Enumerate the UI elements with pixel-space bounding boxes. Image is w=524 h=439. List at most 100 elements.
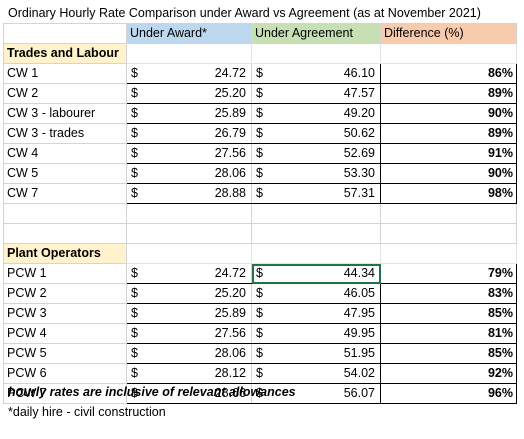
agreement-rate-cell[interactable]: $52.69 bbox=[251, 143, 381, 164]
agreement-rate-value: 47.95 bbox=[343, 306, 375, 320]
agreement-rate-cell[interactable]: $49.20 bbox=[251, 103, 381, 124]
currency-symbol: $ bbox=[256, 366, 263, 380]
currency-symbol: $ bbox=[256, 346, 263, 360]
table-row: CW 7 $28.88 $57.31 98% bbox=[3, 183, 517, 204]
difference-cell[interactable]: 90% bbox=[380, 163, 517, 184]
difference-cell[interactable]: 92% bbox=[380, 363, 517, 384]
award-rate-cell[interactable]: $27.56 bbox=[126, 143, 252, 164]
classification-cell[interactable]: PCW 3 bbox=[3, 303, 127, 324]
agreement-rate-cell[interactable]: $50.62 bbox=[251, 123, 381, 144]
agreement-rate-cell[interactable]: $51.95 bbox=[251, 343, 381, 364]
classification-cell[interactable]: PCW 4 bbox=[3, 323, 127, 344]
difference-cell[interactable]: 85% bbox=[380, 343, 517, 364]
award-rate-cell[interactable]: $28.06 bbox=[126, 163, 252, 184]
classification-cell[interactable]: CW 4 bbox=[3, 143, 127, 164]
sheet-title[interactable]: Ordinary Hourly Rate Comparison under Aw… bbox=[8, 6, 481, 20]
agreement-rate-cell[interactable]: $57.31 bbox=[251, 183, 381, 204]
award-rate-cell[interactable]: $24.72 bbox=[126, 263, 252, 284]
currency-symbol: $ bbox=[131, 66, 138, 80]
classification-cell[interactable]: PCW 2 bbox=[3, 283, 127, 304]
empty-cell[interactable] bbox=[251, 223, 381, 244]
header-difference[interactable]: Difference (%) bbox=[380, 23, 517, 44]
classification-cell[interactable]: CW 3 - trades bbox=[3, 123, 127, 144]
agreement-rate-cell[interactable]: $46.10 bbox=[251, 63, 381, 84]
award-rate-cell[interactable]: $24.72 bbox=[126, 63, 252, 84]
classification-cell[interactable]: PCW 6 bbox=[3, 363, 127, 384]
agreement-rate-cell[interactable]: $47.95 bbox=[251, 303, 381, 324]
currency-symbol: $ bbox=[256, 386, 263, 400]
agreement-rate-cell[interactable]: $49.95 bbox=[251, 323, 381, 344]
agreement-rate-value: 50.62 bbox=[343, 126, 375, 140]
difference-cell[interactable]: 91% bbox=[380, 143, 517, 164]
section-title[interactable]: Trades and Labour bbox=[3, 43, 127, 64]
award-rate-cell[interactable]: $28.12 bbox=[126, 363, 252, 384]
classification-cell[interactable]: CW 2 bbox=[3, 83, 127, 104]
difference-cell[interactable]: 96% bbox=[380, 383, 517, 404]
difference-cell[interactable]: 83% bbox=[380, 283, 517, 304]
empty-cell[interactable] bbox=[126, 243, 252, 264]
award-rate-value: 28.06 bbox=[214, 346, 246, 360]
empty-cell[interactable] bbox=[251, 43, 381, 64]
difference-cell[interactable]: 85% bbox=[380, 303, 517, 324]
empty-cell[interactable] bbox=[380, 243, 517, 264]
empty-cell[interactable] bbox=[380, 43, 517, 64]
empty-cell[interactable] bbox=[126, 43, 252, 64]
agreement-rate-cell[interactable]: $46.05 bbox=[251, 283, 381, 304]
agreement-rate-value: 49.20 bbox=[343, 106, 375, 120]
difference-cell[interactable]: 89% bbox=[380, 123, 517, 144]
difference-cell[interactable]: 98% bbox=[380, 183, 517, 204]
difference-cell[interactable]: 79% bbox=[380, 263, 517, 284]
header-row: Under Award* Under Agreement Difference … bbox=[3, 23, 517, 44]
note-allowances[interactable]: hourly rates are inclusive of relevant a… bbox=[8, 385, 296, 399]
award-rate-cell[interactable]: $28.88 bbox=[126, 183, 252, 204]
table-row: CW 1 $24.72 $46.10 86% bbox=[3, 63, 517, 84]
empty-cell[interactable] bbox=[3, 223, 127, 244]
award-rate-cell[interactable]: $27.56 bbox=[126, 323, 252, 344]
header-under-agreement[interactable]: Under Agreement bbox=[251, 23, 381, 44]
empty-cell[interactable] bbox=[251, 243, 381, 264]
difference-cell[interactable]: 86% bbox=[380, 63, 517, 84]
award-rate-cell[interactable]: $25.20 bbox=[126, 83, 252, 104]
empty-cell[interactable] bbox=[126, 223, 252, 244]
agreement-rate-cell[interactable]: $53.30 bbox=[251, 163, 381, 184]
award-rate-cell[interactable]: $25.89 bbox=[126, 303, 252, 324]
award-rate-cell[interactable]: $26.79 bbox=[126, 123, 252, 144]
currency-symbol: $ bbox=[256, 286, 263, 300]
classification-cell[interactable]: CW 5 bbox=[3, 163, 127, 184]
award-rate-value: 25.20 bbox=[214, 286, 246, 300]
classification-cell[interactable]: PCW 5 bbox=[3, 343, 127, 364]
currency-symbol: $ bbox=[256, 186, 263, 200]
agreement-rate-cell[interactable]: $54.02 bbox=[251, 363, 381, 384]
classification-cell[interactable]: CW 1 bbox=[3, 63, 127, 84]
agreement-rate-cell[interactable]: $47.57 bbox=[251, 83, 381, 104]
agreement-rate-value: 46.10 bbox=[343, 66, 375, 80]
currency-symbol: $ bbox=[256, 66, 263, 80]
award-rate-value: 25.20 bbox=[214, 86, 246, 100]
classification-cell[interactable]: PCW 7 bbox=[3, 383, 127, 404]
empty-cell[interactable] bbox=[380, 223, 517, 244]
agreement-rate-cell-selected[interactable]: $44.34 bbox=[251, 263, 381, 284]
section-title[interactable]: Plant Operators bbox=[3, 243, 127, 264]
classification-cell[interactable]: CW 7 bbox=[3, 183, 127, 204]
classification-cell[interactable]: PCW 1 bbox=[3, 263, 127, 284]
agreement-rate-value: 49.95 bbox=[343, 326, 375, 340]
award-rate-cell[interactable]: $25.20 bbox=[126, 283, 252, 304]
note-daily-hire[interactable]: *daily hire - civil construction bbox=[8, 405, 166, 419]
currency-symbol: $ bbox=[256, 266, 263, 280]
header-under-award[interactable]: Under Award* bbox=[126, 23, 252, 44]
table-row: PCW 2 $25.20 $46.05 83% bbox=[3, 283, 517, 304]
header-blank-cell[interactable] bbox=[3, 23, 127, 44]
difference-cell[interactable]: 89% bbox=[380, 83, 517, 104]
award-rate-cell[interactable]: $28.06 bbox=[126, 343, 252, 364]
award-rate-cell[interactable]: $25.89 bbox=[126, 103, 252, 124]
difference-cell[interactable]: 81% bbox=[380, 323, 517, 344]
empty-cell[interactable] bbox=[3, 203, 127, 224]
empty-cell[interactable] bbox=[380, 203, 517, 224]
empty-cell[interactable] bbox=[126, 203, 252, 224]
empty-cell[interactable] bbox=[251, 203, 381, 224]
difference-cell[interactable]: 90% bbox=[380, 103, 517, 124]
classification-cell[interactable]: CW 3 - labourer bbox=[3, 103, 127, 124]
agreement-rate-cell[interactable]: $56.07 bbox=[251, 383, 381, 404]
currency-symbol: $ bbox=[256, 326, 263, 340]
